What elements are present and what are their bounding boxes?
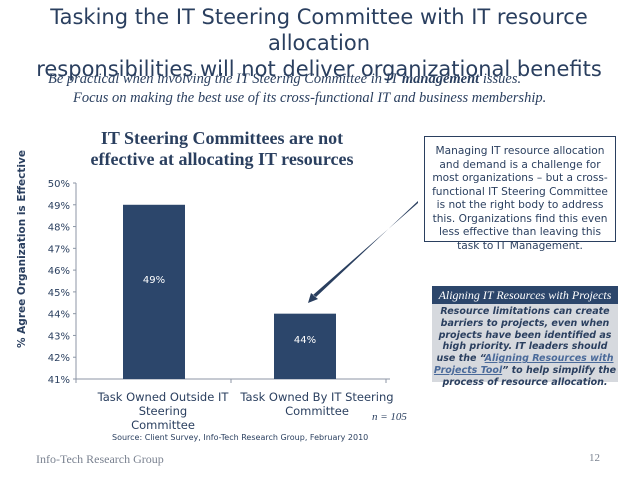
- y-tick-label: 45%: [48, 288, 70, 299]
- x-category-label: Task Owned By IT Steering Committee: [232, 390, 402, 418]
- slide-title-line1: Tasking the IT Steering Committee with I…: [50, 5, 588, 55]
- y-tick-label: 47%: [48, 244, 70, 255]
- recommendation-text-pre: Resource limitations can create barriers…: [436, 306, 612, 365]
- x-category-label-line2: Committee: [131, 418, 195, 432]
- x-category-label: Task Owned Outside IT Steering Committee: [78, 390, 248, 432]
- x-category-label-line1: Task Owned By IT Steering: [240, 390, 394, 404]
- subtitle-line1-post: issues.: [479, 71, 522, 87]
- chart-title-line1: IT Steering Committees are not: [100, 128, 344, 148]
- callout-box: Managing IT resource allocation and dema…: [424, 136, 616, 252]
- recommendation-body: Resource limitations can create barriers…: [432, 304, 618, 388]
- subtitle-line1-bold: management: [401, 71, 480, 87]
- footer-company: Info-Tech Research Group: [36, 452, 164, 466]
- x-category-label-line1: Task Owned Outside IT Steering: [97, 390, 229, 418]
- chart-bars: 49% 44%: [123, 204, 336, 379]
- bar-value-label: 49%: [143, 275, 165, 286]
- y-tick-label: 44%: [48, 310, 70, 321]
- bar: [123, 204, 185, 379]
- tool-link[interactable]: Aligning Resources with Projects Tool: [433, 353, 614, 376]
- y-tick-label: 43%: [48, 331, 70, 342]
- chart-title: IT Steering Committees are not effective…: [72, 128, 372, 170]
- y-tick-label: 42%: [48, 353, 70, 364]
- chart-title-line2: effective at allocating IT resources: [90, 149, 354, 169]
- x-category-label-line2: Committee: [285, 404, 349, 418]
- recommendation-text-post: ” to help simplify the process of resour…: [442, 364, 617, 388]
- recommendation-heading: Aligning IT Resources with Projects: [432, 286, 618, 304]
- y-tick-label: 48%: [48, 223, 70, 234]
- y-tick-label: 46%: [48, 266, 70, 277]
- callout-arrow-icon: [308, 201, 418, 303]
- bar-value-label: 44%: [294, 335, 316, 346]
- source-note: Source: Client Survey, Info-Tech Researc…: [112, 433, 369, 442]
- bar: [274, 313, 336, 379]
- chart-y-ticks: 41% 42% 43% 44% 45% 46% 47% 48% 49% 50%: [48, 179, 76, 386]
- slide-title-line2: responsibilities will not deliver organi…: [36, 57, 602, 81]
- y-tick-label: 41%: [48, 375, 70, 386]
- y-tick-label: 50%: [48, 179, 70, 190]
- subtitle-line2: Focus on making the best use of its cros…: [73, 90, 547, 106]
- subtitle-line1-pre: Be practical when involving the IT Steer…: [48, 71, 402, 87]
- slide-title: Tasking the IT Steering Committee with I…: [0, 4, 638, 82]
- page-number: 12: [589, 452, 600, 464]
- sample-size-note: n = 105: [372, 411, 407, 423]
- y-tick-label: 49%: [48, 201, 70, 212]
- subtitle-line1: Be practical when involving the IT Steer…: [48, 71, 521, 88]
